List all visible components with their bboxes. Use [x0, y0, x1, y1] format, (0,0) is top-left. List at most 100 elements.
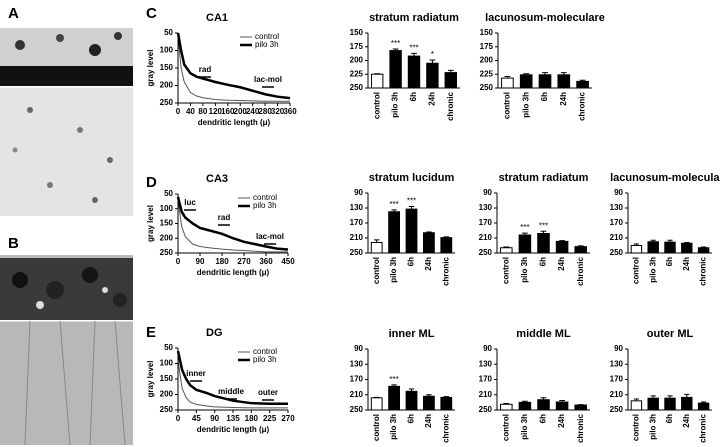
x-tick-label: 40	[186, 107, 195, 116]
panel-label: C	[146, 5, 157, 22]
chart-title: inner ML	[389, 328, 435, 340]
significance-label: ***	[391, 39, 400, 48]
panel-label: B	[8, 235, 19, 252]
y-tick-label: 130	[479, 359, 493, 368]
bar	[440, 237, 453, 254]
y-tick-label: 170	[479, 375, 493, 384]
y-tick-label: 50	[164, 189, 173, 198]
annotation: inner	[186, 369, 206, 378]
x-tick-label: chronic	[446, 91, 455, 120]
error-bar	[426, 394, 432, 397]
error-bar	[374, 73, 381, 75]
y-tick-label: 170	[610, 375, 624, 384]
x-tick-label: 120	[209, 107, 223, 116]
significance-label: ***	[389, 375, 398, 384]
y-tick-label: 200	[480, 56, 494, 65]
y-tick-label: 170	[350, 375, 364, 384]
y-tick-label: 250	[160, 98, 174, 107]
micrograph-a	[0, 28, 133, 216]
annotation: rad	[218, 213, 231, 222]
bar	[423, 232, 435, 254]
chart-title: CA1	[206, 12, 228, 24]
y-tick-label: 170	[610, 218, 624, 227]
bar	[574, 246, 587, 254]
x-tick-label: 270	[237, 257, 251, 266]
data-line	[176, 32, 291, 100]
x-tick-label: pilo 3h	[520, 414, 529, 440]
chart-title: stratum radiatum	[499, 172, 589, 184]
x-tick-label: 180	[215, 257, 229, 266]
bar	[576, 80, 589, 89]
y-tick-label: 150	[480, 28, 494, 37]
y-tick-label: 225	[350, 69, 364, 78]
x-tick-label: 200	[234, 107, 248, 116]
bar	[630, 400, 643, 411]
error-bar	[391, 384, 397, 387]
x-tick-label: 6h	[407, 414, 416, 423]
annotation: lac-mol	[256, 232, 284, 241]
x-axis-label: dendritic length (μ)	[197, 268, 270, 277]
legend-label: control	[255, 32, 279, 41]
significance-label: ***	[539, 221, 548, 230]
x-tick-label: 0	[176, 257, 181, 266]
x-tick-label: 6h	[409, 92, 418, 101]
panel-label: D	[146, 174, 157, 191]
y-tick-label: 250	[350, 83, 364, 92]
x-tick-label: chronic	[699, 413, 708, 442]
y-tick-label: 250	[480, 83, 494, 92]
significance-label: ***	[520, 223, 529, 232]
data-line	[176, 350, 288, 406]
error-bar	[503, 246, 510, 248]
x-tick-label: 320	[271, 107, 285, 116]
error-bar	[426, 231, 432, 233]
y-tick-label: 200	[160, 390, 174, 399]
x-tick-label: 0	[176, 414, 181, 423]
micrograph-b	[0, 255, 133, 446]
bar	[388, 211, 400, 254]
x-tick-label: 160	[221, 107, 235, 116]
error-bar	[700, 401, 707, 404]
error-bar	[684, 242, 690, 244]
bar	[405, 208, 418, 254]
bar	[537, 233, 550, 254]
error-bar	[522, 232, 528, 235]
error-bar	[411, 52, 417, 57]
error-bar	[542, 72, 548, 75]
x-tick-label: control	[372, 414, 381, 441]
x-tick-label: 24h	[682, 257, 691, 271]
y-axis-label: gray level	[146, 50, 155, 87]
y-tick-label: 90	[614, 188, 623, 197]
bar	[681, 242, 693, 254]
x-tick-label: pilo 3h	[389, 257, 398, 283]
x-tick-label: pilo 3h	[389, 414, 398, 440]
y-tick-label: 100	[160, 46, 174, 55]
bar	[370, 242, 383, 254]
y-tick-label: 250	[610, 248, 624, 257]
x-tick-label: 45	[192, 414, 201, 423]
bar	[500, 247, 513, 254]
y-tick-label: 250	[350, 405, 364, 414]
bar	[407, 55, 421, 89]
y-tick-label: 130	[350, 359, 364, 368]
x-tick-label: pilo 3h	[521, 92, 530, 118]
chart-title: stratum lucidum	[369, 172, 455, 184]
error-bar	[504, 75, 511, 79]
x-tick-label: 360	[283, 107, 297, 116]
y-tick-label: 150	[350, 28, 364, 37]
error-bar	[684, 393, 690, 398]
x-tick-label: pilo 3h	[648, 414, 657, 440]
x-tick-label: control	[503, 92, 512, 119]
chart-title: CA3	[206, 173, 228, 185]
bar	[647, 241, 659, 254]
x-tick-label: 24h	[424, 414, 433, 428]
x-tick-label: 24h	[557, 414, 566, 428]
x-tick-label: 6h	[539, 414, 548, 423]
y-tick-label: 210	[350, 390, 364, 399]
y-tick-label: 210	[610, 390, 624, 399]
chart-title: DG	[206, 327, 223, 339]
bar	[697, 402, 710, 411]
x-tick-label: 24h	[682, 414, 691, 428]
error-bar	[522, 400, 528, 403]
error-bar	[700, 246, 707, 248]
error-bar	[633, 398, 640, 401]
